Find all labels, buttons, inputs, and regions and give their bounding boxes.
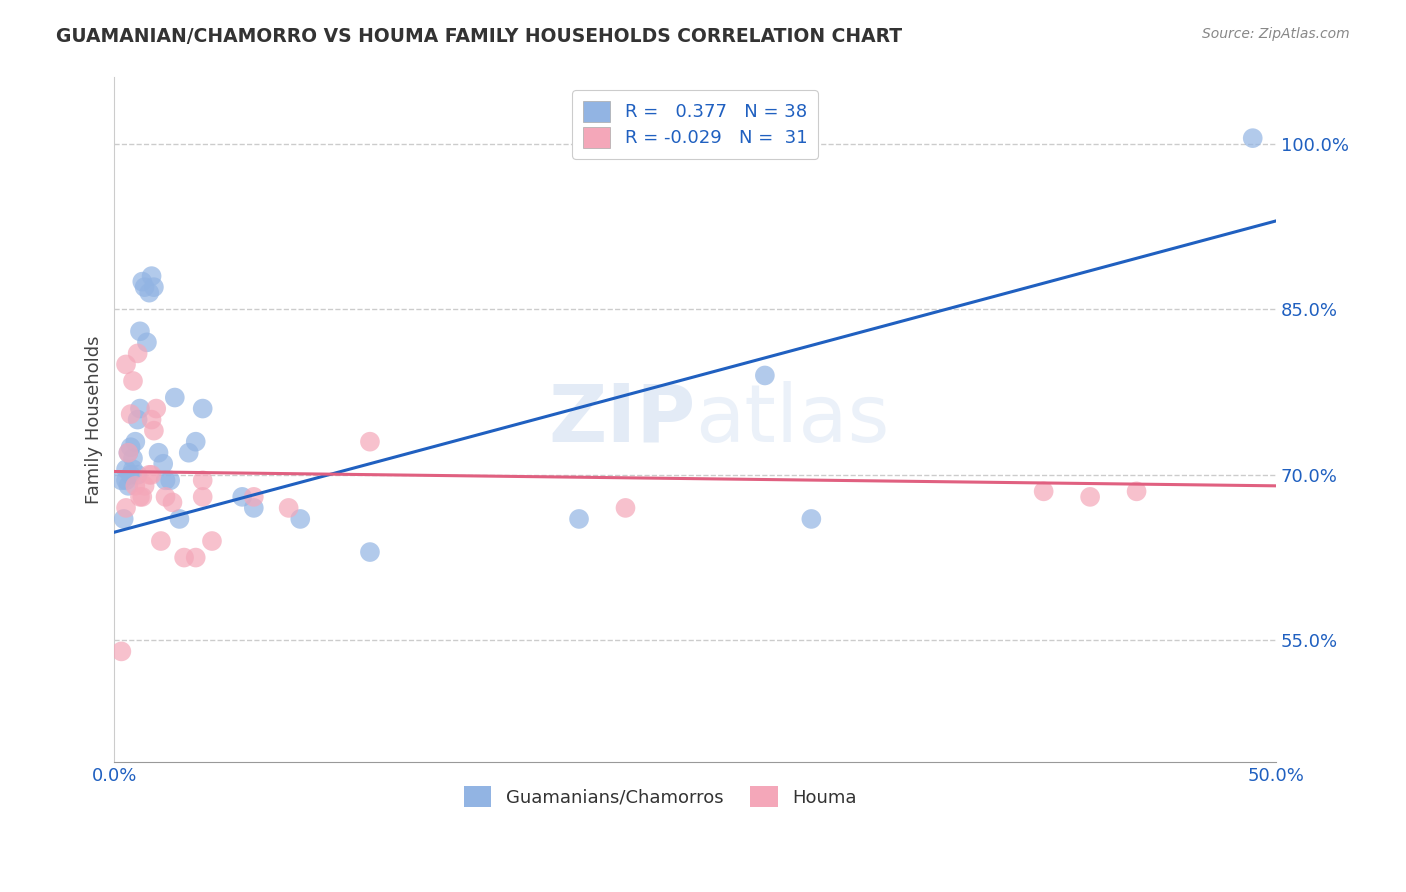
Y-axis label: Family Households: Family Households [86, 335, 103, 504]
Point [112, 512, 135, 526]
Point [129, 324, 152, 338]
Point [614, 500, 637, 515]
Point [122, 374, 145, 388]
Point [359, 434, 381, 449]
Legend: Guamanians/Chamorros, Houma: Guamanians/Chamorros, Houma [457, 779, 863, 814]
Point [568, 512, 591, 526]
Point [110, 644, 132, 658]
Point [134, 280, 156, 294]
Point [141, 269, 163, 284]
Point [142, 280, 165, 294]
Point [191, 490, 214, 504]
Point [1078, 490, 1101, 504]
Point [173, 550, 195, 565]
Point [155, 490, 177, 504]
Point [243, 490, 266, 504]
Point [184, 550, 207, 565]
Point [136, 335, 159, 350]
Point [231, 490, 253, 504]
Point [145, 401, 167, 416]
Point [290, 512, 312, 526]
Point [163, 391, 186, 405]
Point [191, 473, 214, 487]
Point [152, 457, 174, 471]
Point [127, 467, 149, 482]
Point [800, 512, 823, 526]
Point [129, 490, 152, 504]
Point [141, 467, 163, 482]
Text: Source: ZipAtlas.com: Source: ZipAtlas.com [1202, 27, 1350, 41]
Point [117, 446, 139, 460]
Point [149, 534, 172, 549]
Point [155, 473, 177, 487]
Point [127, 346, 149, 360]
Point [127, 412, 149, 426]
Point [117, 479, 139, 493]
Point [120, 440, 142, 454]
Point [129, 401, 152, 416]
Point [115, 473, 138, 487]
Point [169, 512, 191, 526]
Point [191, 401, 214, 416]
Point [754, 368, 776, 383]
Point [131, 275, 153, 289]
Point [1032, 484, 1054, 499]
Point [115, 462, 138, 476]
Text: atlas: atlas [695, 381, 890, 458]
Point [115, 500, 138, 515]
Point [122, 462, 145, 476]
Point [243, 500, 266, 515]
Point [131, 490, 153, 504]
Point [124, 434, 146, 449]
Point [359, 545, 381, 559]
Point [184, 434, 207, 449]
Point [142, 424, 165, 438]
Text: GUAMANIAN/CHAMORRO VS HOUMA FAMILY HOUSEHOLDS CORRELATION CHART: GUAMANIAN/CHAMORRO VS HOUMA FAMILY HOUSE… [56, 27, 903, 45]
Point [122, 451, 145, 466]
Point [117, 446, 139, 460]
Point [120, 407, 142, 421]
Point [138, 467, 160, 482]
Point [141, 412, 163, 426]
Point [115, 358, 138, 372]
Text: ZIP: ZIP [548, 381, 695, 458]
Point [159, 473, 181, 487]
Point [110, 473, 132, 487]
Point [134, 479, 156, 493]
Point [277, 500, 299, 515]
Point [1125, 484, 1147, 499]
Point [120, 467, 142, 482]
Point [124, 479, 146, 493]
Point [177, 446, 200, 460]
Point [1241, 131, 1264, 145]
Point [138, 285, 160, 300]
Point [162, 495, 184, 509]
Point [148, 446, 170, 460]
Point [201, 534, 224, 549]
